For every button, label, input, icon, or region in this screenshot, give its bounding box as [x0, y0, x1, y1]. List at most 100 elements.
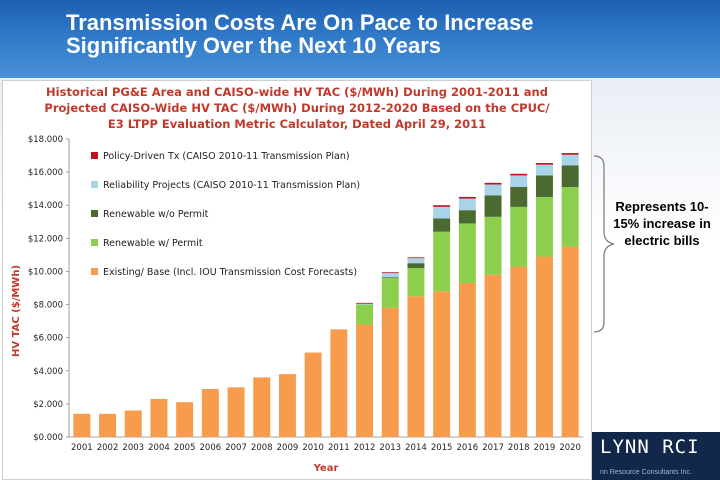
bar-segment-existing [330, 329, 348, 437]
bar-segment-existing [201, 388, 219, 437]
bar-segment-renewable-w-permit [561, 187, 579, 247]
bar-segment-reliability [458, 198, 476, 211]
chart-title-line-3: E3 LTPP Evaluation Metric Calculator, Da… [108, 117, 486, 131]
chart-title-line-1: Historical PG&E Area and CAISO-wide HV T… [46, 85, 548, 99]
bar-segment-existing [458, 283, 476, 437]
y-tick-label: $6.000 [33, 334, 63, 344]
legend-swatch-renewable-w-permit [91, 239, 98, 246]
y-tick-label: $16.000 [28, 168, 63, 178]
bar-segment-renewable-w-permit [433, 231, 451, 292]
x-tick-label: 2013 [379, 443, 401, 453]
legend-label: Renewable w/o Permit [103, 209, 209, 220]
x-tick-label: 2018 [508, 443, 530, 453]
bar-segment-reliability [407, 258, 425, 264]
bar-segment-renewable-wo-permit [561, 165, 579, 188]
logo-text: LYNN RCI [600, 436, 700, 458]
logo-subtext: nn Resource Consultants Inc. [600, 469, 692, 476]
bar-segment-reliability [535, 164, 553, 176]
x-tick-label: 2019 [534, 443, 556, 453]
bar-segment-existing [407, 296, 425, 437]
x-tick-label: 2014 [405, 443, 427, 453]
bar-segment-existing [561, 246, 579, 437]
legend-label: Renewable w/ Permit [103, 238, 203, 249]
bar-segment-renewable-w-permit [356, 304, 374, 325]
legend: Policy-Driven Tx (CAISO 2010-11 Transmis… [91, 151, 360, 278]
y-tick-label: $2.000 [33, 400, 63, 410]
bar-segment-policy [381, 272, 399, 274]
bar-segment-renewable-w-permit [535, 196, 553, 257]
bar-segment-existing [304, 352, 322, 437]
slide-title-line-1: Transmission Costs Are On Pace to Increa… [66, 10, 534, 35]
bar-segment-renewable-w-permit [510, 206, 528, 267]
bar-segment-renewable-w-permit [484, 216, 502, 275]
x-tick-label: 2009 [277, 443, 299, 453]
chart-title-line-2: Projected CAISO-Wide HV TAC ($/MWh) Duri… [44, 101, 550, 115]
bar-segment-existing [227, 387, 245, 437]
bar-segment-policy [510, 173, 528, 176]
x-tick-label: 2017 [482, 443, 504, 453]
x-tick-label: 2002 [97, 443, 119, 453]
bar-segment-existing [484, 274, 502, 437]
legend-swatch-renewable-wo-permit [91, 210, 98, 217]
x-tick-label: 2001 [71, 443, 93, 453]
x-tick-label: 2012 [354, 443, 376, 453]
bar-segment-existing [99, 413, 117, 437]
bar-segment-renewable-wo-permit [433, 218, 451, 232]
x-tick-label: 2010 [302, 443, 324, 453]
x-tick-label: 2006 [200, 443, 222, 453]
bar-segment-renewable-wo-permit [458, 210, 476, 224]
legend-swatch-existing [91, 268, 98, 275]
x-axis-label: Year [313, 463, 339, 474]
bar-segment-renewable-wo-permit [484, 195, 502, 217]
x-tick-label: 2005 [174, 443, 196, 453]
bar-segment-renewable-wo-permit [535, 175, 553, 197]
x-tick-label: 2008 [251, 443, 273, 453]
bar-segment-existing [278, 374, 296, 437]
y-tick-label: $10.000 [28, 267, 63, 277]
bar-segment-reliability [356, 303, 374, 305]
x-tick-label: 2016 [457, 443, 479, 453]
bar-layer [73, 153, 579, 437]
bar-segment-policy [433, 205, 451, 207]
bar-segment-existing [253, 377, 271, 437]
bar-segment-existing [535, 256, 553, 437]
axis-layer: $0.000 $2.000 $4.000 $6.000 $8.000 $10.000 $12… [28, 135, 583, 453]
bar-segment-renewable-w-permit [458, 223, 476, 284]
legend-swatch-policy [91, 152, 98, 159]
bar-segment-reliability [484, 184, 502, 196]
x-tick-label: 2004 [148, 443, 170, 453]
slide-title: Transmission Costs Are On Pace to Increa… [66, 11, 666, 57]
bar-segment-existing [381, 307, 399, 437]
y-axis-label: HV TAC ($/MWh) [11, 265, 22, 357]
y-tick-label: $18.000 [28, 135, 63, 145]
x-tick-label: 2011 [328, 443, 350, 453]
chart-frame: Historical PG&E Area and CAISO-wide HV T… [2, 80, 592, 480]
bar-segment-renewable-wo-permit [510, 187, 528, 207]
bar-segment-policy [356, 302, 374, 304]
bar-segment-existing [73, 413, 91, 437]
x-tick-label: 2020 [559, 443, 581, 453]
bar-segment-existing [124, 410, 142, 437]
bar-segment-existing [510, 266, 528, 437]
bar-segment-reliability [561, 154, 579, 166]
y-tick-label: $12.000 [28, 234, 63, 244]
bar-segment-policy [535, 163, 553, 165]
bar-segment-policy [407, 257, 425, 259]
annotation-text: Represents 10-15% increase in electric b… [613, 199, 711, 248]
bar-segment-reliability [381, 273, 399, 278]
bar-segment-existing [176, 402, 194, 437]
legend-label: Existing/ Base (Incl. IOU Transmission C… [103, 267, 357, 278]
legend-label: Policy-Driven Tx (CAISO 2010-11 Transmis… [103, 151, 350, 162]
bar-segment-existing [150, 398, 168, 437]
bar-segment-renewable-w-permit [381, 278, 399, 308]
bar-segment-existing [356, 324, 374, 437]
header-band [0, 0, 720, 78]
bar-segment-policy [561, 153, 579, 155]
bar-segment-reliability [433, 206, 451, 219]
legend-swatch-reliability [91, 181, 98, 188]
x-tick-label: 2007 [225, 443, 247, 453]
legend-label: Reliability Projects (CAISO 2010-11 Tran… [103, 180, 360, 191]
y-tick-label: $14.000 [28, 201, 63, 211]
slide-title-line-2: Significantly Over the Next 10 Years [66, 33, 441, 58]
brace-icon [593, 155, 615, 333]
